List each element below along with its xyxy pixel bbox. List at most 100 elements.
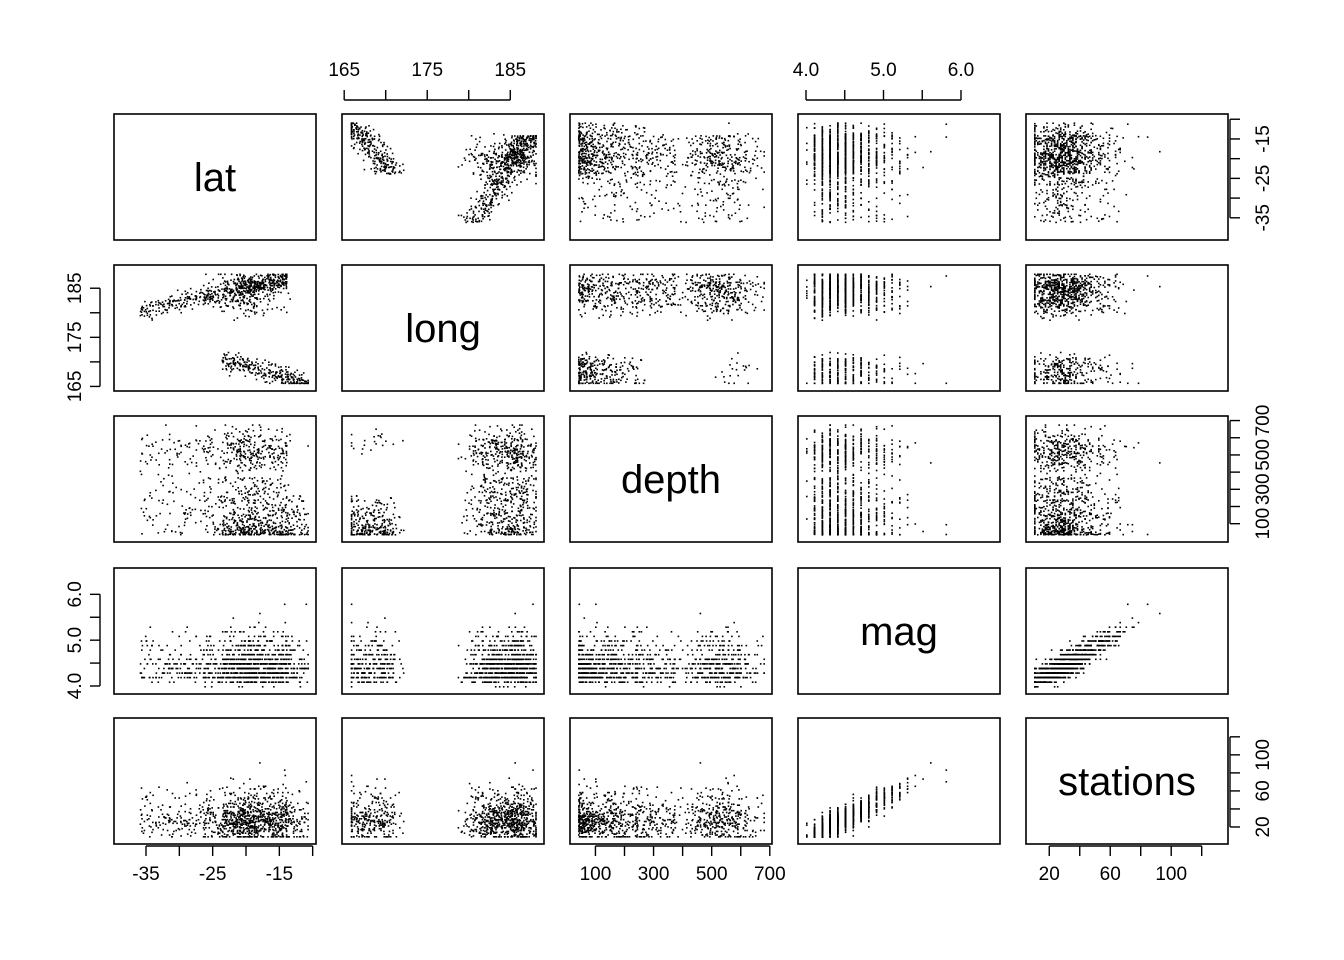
- data-point: [1085, 139, 1088, 141]
- data-point: [1111, 127, 1114, 130]
- data-point: [167, 298, 170, 301]
- data-point: [522, 135, 525, 137]
- data-point: [578, 139, 581, 142]
- data-point: [608, 171, 610, 174]
- data-point: [622, 218, 624, 220]
- data-point: [821, 143, 824, 145]
- data-point: [837, 219, 839, 221]
- data-point: [490, 175, 493, 178]
- data-point: [399, 165, 401, 167]
- data-point: [1093, 165, 1096, 168]
- data-point: [829, 130, 831, 133]
- data-point: [287, 380, 289, 383]
- data-point: [503, 159, 506, 161]
- data-point: [1067, 210, 1070, 213]
- data-point: [1116, 172, 1118, 175]
- data-point: [471, 218, 474, 220]
- data-point: [355, 128, 358, 131]
- data-point: [754, 150, 757, 152]
- data-point: [272, 280, 275, 283]
- data-point: [583, 137, 585, 140]
- data-point: [591, 170, 594, 172]
- data-point: [875, 128, 878, 131]
- data-point: [708, 182, 710, 185]
- data-point: [287, 292, 290, 295]
- data-point: [261, 309, 264, 312]
- data-point: [578, 124, 580, 126]
- data-point: [268, 281, 270, 284]
- data-point: [585, 133, 588, 136]
- data-point: [381, 145, 384, 148]
- data-point: [586, 159, 589, 162]
- data-point: [477, 166, 480, 168]
- data-point: [1076, 158, 1079, 160]
- data-point: [891, 198, 893, 201]
- data-point: [1075, 138, 1077, 140]
- data-point: [157, 299, 160, 302]
- data-point: [1116, 162, 1118, 165]
- data-point: [506, 159, 509, 161]
- data-point: [171, 304, 173, 306]
- data-point: [370, 134, 372, 136]
- data-point: [285, 274, 288, 277]
- data-point: [493, 189, 495, 191]
- data-point: [1114, 174, 1117, 177]
- data-point: [1058, 153, 1060, 156]
- data-point: [473, 156, 476, 159]
- data-point: [593, 151, 596, 154]
- data-point: [696, 148, 698, 150]
- data-point: [205, 299, 207, 302]
- data-point: [264, 295, 266, 298]
- data-point: [655, 156, 657, 158]
- data-point: [813, 148, 816, 151]
- data-point: [1076, 150, 1079, 153]
- data-point: [381, 144, 384, 146]
- data-point: [508, 154, 510, 156]
- data-point: [701, 171, 704, 173]
- data-point: [1098, 157, 1100, 160]
- data-point: [605, 170, 607, 173]
- data-point: [860, 145, 862, 148]
- data-point: [495, 194, 497, 197]
- data-point: [525, 138, 527, 141]
- data-point: [628, 143, 631, 146]
- data-point: [269, 382, 271, 385]
- data-point: [511, 144, 513, 147]
- data-point: [712, 135, 715, 137]
- data-point: [578, 166, 580, 169]
- data-point: [228, 288, 231, 290]
- data-point: [868, 160, 870, 162]
- data-point: [821, 219, 824, 222]
- data-point: [860, 137, 862, 139]
- data-point: [700, 135, 702, 137]
- data-point: [238, 286, 240, 289]
- data-point: [1061, 167, 1063, 170]
- data-point: [581, 150, 583, 153]
- data-point: [1084, 166, 1086, 168]
- data-point: [722, 143, 725, 146]
- data-point: [254, 374, 257, 376]
- data-point: [250, 288, 253, 291]
- data-point: [607, 170, 610, 173]
- data-point: [821, 133, 824, 136]
- data-point: [516, 151, 518, 154]
- data-point: [398, 171, 400, 174]
- data-point: [287, 375, 290, 378]
- data-point: [821, 154, 824, 156]
- data-point: [712, 154, 714, 157]
- data-point: [498, 175, 501, 177]
- data-point: [248, 366, 250, 368]
- data-point: [259, 286, 261, 288]
- data-point: [860, 143, 862, 146]
- data-point: [390, 166, 393, 168]
- data-point: [505, 139, 507, 142]
- data-point: [1055, 160, 1057, 162]
- data-point: [1063, 161, 1065, 163]
- data-point: [507, 174, 509, 177]
- data-point: [636, 182, 639, 184]
- data-point: [1059, 219, 1062, 221]
- data-point: [270, 279, 273, 282]
- data-point: [667, 172, 669, 175]
- data-point: [852, 124, 855, 127]
